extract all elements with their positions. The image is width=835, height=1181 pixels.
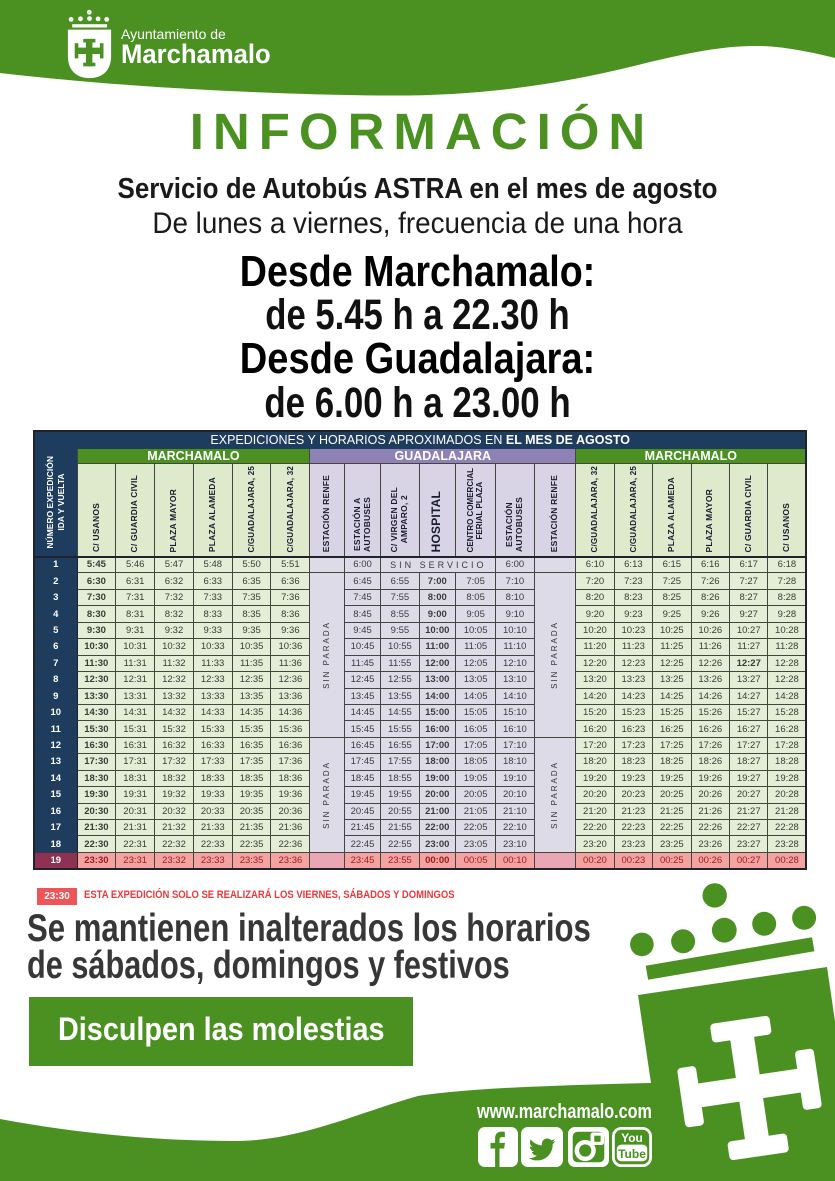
svg-text:Tube: Tube [618,1147,646,1161]
svg-text:You: You [621,1131,643,1145]
